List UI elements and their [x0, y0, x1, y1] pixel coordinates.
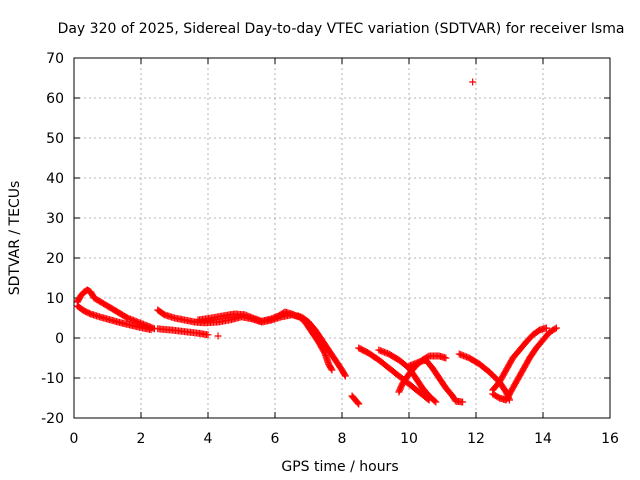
series-arc-n — [489, 324, 560, 404]
series-arc-h — [348, 392, 363, 408]
data-point — [147, 326, 155, 334]
y-tick-label: 70 — [46, 51, 64, 67]
data-point — [551, 325, 559, 333]
series-arc-f — [294, 312, 336, 374]
series-arc-g — [305, 318, 349, 380]
data-point — [432, 398, 440, 406]
x-tick-label: 12 — [467, 431, 485, 447]
series-arc-b — [73, 302, 155, 334]
data-point — [459, 398, 467, 406]
series-arc-o — [489, 324, 550, 394]
x-axis-label: GPS time / hours — [281, 459, 398, 475]
x-tick-label: 14 — [534, 431, 552, 447]
y-axis-label: SDTVAR / TECUs — [7, 181, 23, 296]
data-point — [431, 397, 439, 405]
x-tick-label: 2 — [137, 431, 146, 447]
data-point — [341, 372, 349, 380]
y-tick-label: -20 — [41, 411, 64, 427]
y-tick-label: 20 — [46, 251, 64, 267]
x-tick-label: 6 — [271, 431, 280, 447]
x-tick-label: 0 — [70, 431, 79, 447]
y-tick-label: 10 — [46, 291, 64, 307]
chart-title: Day 320 of 2025, Sidereal Day-to-day VTE… — [58, 21, 625, 37]
data-point — [327, 365, 335, 373]
series-arc-i — [355, 344, 433, 404]
x-tick-labels: 0 2 4 6 8 10 12 14 16 — [70, 431, 619, 447]
y-tick-label: 50 — [46, 131, 64, 147]
series-arc-c — [154, 325, 212, 339]
data-point — [341, 371, 349, 379]
plot-frame — [73, 57, 611, 419]
y-tick-labels: -20 -10 0 10 20 30 40 50 60 70 — [41, 51, 64, 427]
y-tick-label: 60 — [46, 91, 64, 107]
data-point — [214, 332, 222, 340]
data-point — [354, 399, 362, 407]
grid-lines — [73, 57, 611, 419]
series-arc-l — [405, 356, 467, 406]
data-point — [552, 324, 560, 332]
series-outliers — [214, 78, 477, 340]
x-tick-label: 10 — [400, 431, 418, 447]
data-point — [328, 366, 336, 374]
y-tick-label: 30 — [46, 211, 64, 227]
data-point — [442, 354, 450, 362]
data-series — [73, 78, 560, 408]
x-tick-label: 4 — [204, 431, 213, 447]
data-point — [469, 78, 477, 86]
y-tick-label: -10 — [41, 371, 64, 387]
y-tick-label: 40 — [46, 171, 64, 187]
x-tick-label: 16 — [601, 431, 619, 447]
series-arc-m — [455, 350, 513, 404]
x-tick-label: 8 — [338, 431, 347, 447]
data-point — [204, 331, 212, 339]
data-point — [355, 400, 363, 408]
y-tick-label: 0 — [55, 331, 64, 347]
data-point — [542, 324, 550, 332]
